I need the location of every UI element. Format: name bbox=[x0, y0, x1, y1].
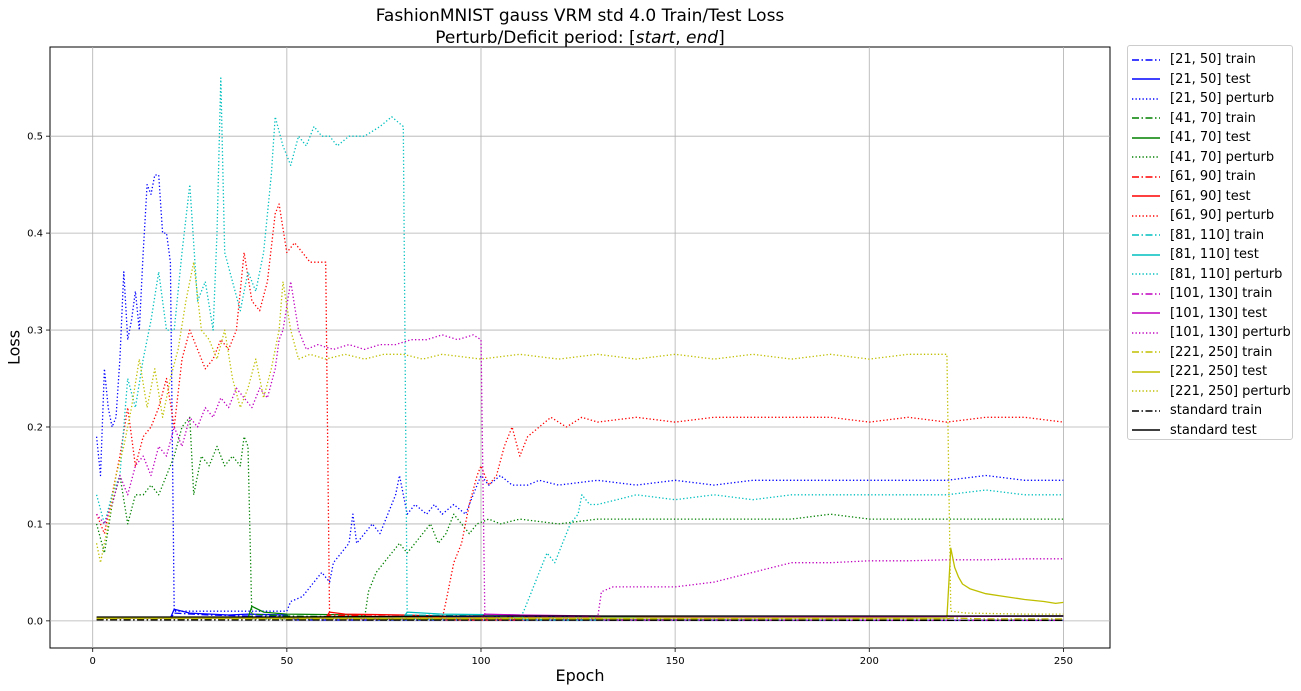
legend-label: [101, 130] perturb bbox=[1170, 325, 1291, 341]
legend-swatch bbox=[1132, 59, 1160, 61]
legend-label: [41, 70] perturb bbox=[1170, 149, 1275, 165]
legend-swatch bbox=[1132, 273, 1160, 275]
legend: [21, 50] train [21, 50] test [21, 50] pert… bbox=[1127, 45, 1293, 440]
legend-swatch bbox=[1132, 195, 1160, 197]
y-tick-label: 0.3 bbox=[27, 326, 43, 337]
legend-item: [81, 110] train bbox=[1132, 226, 1292, 246]
series-line-18 bbox=[96, 619, 1064, 622]
series-line-16 bbox=[96, 547, 1064, 619]
legend-label: [221, 250] test bbox=[1170, 364, 1268, 380]
legend-label: [21, 50] perturb bbox=[1170, 91, 1275, 107]
legend-item: [81, 110] test bbox=[1132, 245, 1292, 265]
legend-item: [101, 130] train bbox=[1132, 284, 1292, 304]
legend-swatch bbox=[1132, 137, 1160, 139]
legend-item: [61, 90] test bbox=[1132, 187, 1292, 207]
series-line-15 bbox=[96, 617, 1064, 620]
legend-label: [81, 110] perturb bbox=[1170, 266, 1283, 282]
legend-label: [61, 90] train bbox=[1170, 169, 1256, 185]
x-tick-label: 150 bbox=[666, 656, 685, 667]
legend-item: [21, 50] train bbox=[1132, 50, 1292, 70]
series-line-19 bbox=[96, 615, 1064, 618]
legend-swatch bbox=[1132, 293, 1160, 295]
legend-item: [21, 50] test bbox=[1132, 70, 1292, 90]
legend-label: [61, 90] perturb bbox=[1170, 208, 1275, 224]
y-tick-label: 0.0 bbox=[27, 616, 43, 627]
axes: 0 50 100 150 200 250 0.0 0.1 0.2 0.3 0.4 0.5 bbox=[27, 132, 1073, 667]
legend-label: [41, 70] train bbox=[1170, 110, 1256, 126]
series-line-6 bbox=[96, 614, 1064, 622]
legend-label: standard train bbox=[1170, 403, 1263, 419]
legend-swatch bbox=[1132, 390, 1160, 392]
legend-swatch bbox=[1132, 98, 1160, 100]
chart-subtitle: Perturb/Deficit period: [start, end] bbox=[435, 28, 725, 48]
legend-item: [41, 70] test bbox=[1132, 128, 1292, 148]
legend-item: standard test bbox=[1132, 421, 1292, 441]
legend-item: [61, 90] perturb bbox=[1132, 206, 1292, 226]
legend-item: [41, 70] train bbox=[1132, 109, 1292, 129]
legend-swatch bbox=[1132, 312, 1160, 314]
legend-swatch bbox=[1132, 234, 1160, 236]
y-tick-label: 0.4 bbox=[27, 229, 43, 240]
legend-label: [61, 90] test bbox=[1170, 188, 1251, 204]
legend-label: standard test bbox=[1170, 422, 1257, 438]
series-line-5 bbox=[95, 416, 1064, 620]
legend-item: [41, 70] perturb bbox=[1132, 148, 1292, 168]
legend-swatch bbox=[1132, 78, 1160, 80]
legend-swatch bbox=[1132, 117, 1160, 119]
legend-item: [221, 250] train bbox=[1132, 343, 1292, 363]
x-tick-label: 50 bbox=[280, 656, 293, 667]
legend-swatch bbox=[1132, 429, 1160, 431]
x-tick-label: 100 bbox=[471, 656, 490, 667]
y-tick-label: 0.2 bbox=[27, 422, 43, 433]
legend-label: [221, 250] perturb bbox=[1170, 383, 1291, 399]
series-lines bbox=[95, 77, 1064, 622]
grid bbox=[50, 47, 1110, 648]
legend-label: [41, 70] test bbox=[1170, 130, 1251, 146]
y-tick-label: 0.1 bbox=[27, 519, 43, 530]
legend-swatch bbox=[1132, 156, 1160, 158]
legend-swatch bbox=[1132, 176, 1160, 178]
legend-label: [81, 110] test bbox=[1170, 247, 1259, 263]
legend-item: [101, 130] perturb bbox=[1132, 323, 1292, 343]
y-tick-label: 0.5 bbox=[27, 132, 43, 143]
legend-label: [21, 50] train bbox=[1170, 52, 1256, 68]
y-axis-label: Loss bbox=[4, 329, 24, 366]
legend-item: [61, 90] train bbox=[1132, 167, 1292, 187]
x-tick-label: 200 bbox=[860, 656, 879, 667]
legend-swatch bbox=[1132, 410, 1160, 412]
legend-item: [221, 250] perturb bbox=[1132, 382, 1292, 402]
legend-label: [101, 130] test bbox=[1170, 305, 1268, 321]
series-line-11 bbox=[95, 77, 1064, 620]
legend-item: standard train bbox=[1132, 401, 1292, 421]
series-line-14 bbox=[96, 280, 1064, 620]
x-axis-label: Epoch bbox=[555, 666, 605, 685]
legend-swatch bbox=[1132, 215, 1160, 217]
legend-swatch bbox=[1132, 371, 1160, 373]
plot-area bbox=[49, 46, 1111, 649]
chart-title: FashionMNIST gauss VRM std 4.0 Train/Tes… bbox=[375, 6, 785, 26]
legend-swatch bbox=[1132, 351, 1160, 353]
legend-item: [101, 130] test bbox=[1132, 304, 1292, 324]
legend-item: [81, 110] perturb bbox=[1132, 265, 1292, 285]
legend-label: [221, 250] train bbox=[1170, 344, 1273, 360]
x-tick-label: 250 bbox=[1054, 656, 1073, 667]
legend-label: [21, 50] test bbox=[1170, 71, 1251, 87]
series-line-8 bbox=[95, 203, 1064, 620]
x-tick-label: 0 bbox=[90, 656, 96, 667]
legend-swatch bbox=[1132, 254, 1160, 256]
legend-label: [81, 110] train bbox=[1170, 227, 1265, 243]
legend-label: [101, 130] train bbox=[1170, 286, 1273, 302]
legend-item: [21, 50] perturb bbox=[1132, 89, 1292, 109]
legend-item: [221, 250] test bbox=[1132, 362, 1292, 382]
legend-swatch bbox=[1132, 332, 1160, 334]
